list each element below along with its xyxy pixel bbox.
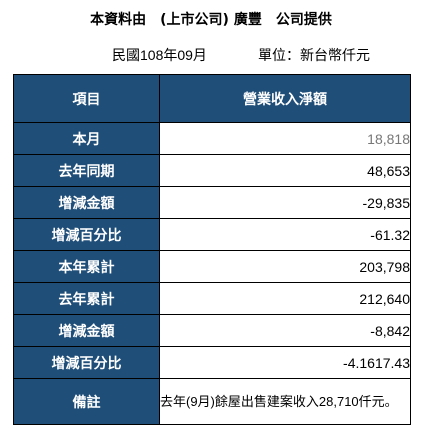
row-label-monthly-change-amount: 增減金額 bbox=[13, 186, 160, 219]
table-row-remarks: 備註 去年(9月)餘屋出售建案收入28,710仟元。 bbox=[13, 378, 411, 425]
row-label-last-year-same-period: 去年同期 bbox=[13, 154, 160, 187]
row-value-last-year-same-period: 48,653 bbox=[159, 154, 411, 187]
row-label-last-year-ytd: 去年累計 bbox=[13, 282, 160, 315]
table-row: 本月 18,818 bbox=[13, 122, 411, 155]
remarks-text: 去年(9月)餘屋出售建案收入28,710仟元。 bbox=[159, 378, 411, 425]
table-row: 增減百分比 -4.1617.43 bbox=[13, 346, 411, 379]
row-value-last-year-ytd: 212,640 bbox=[159, 282, 411, 315]
row-label-monthly-change-percent: 增減百分比 bbox=[13, 218, 160, 251]
row-value-ytd-change-amount: -8,842 bbox=[159, 314, 411, 347]
table-row: 增減金額 -29,835 bbox=[13, 186, 411, 219]
row-label-ytd: 本年累計 bbox=[13, 250, 160, 283]
column-header-item: 項目 bbox=[13, 74, 160, 123]
table-row: 本年累計 203,798 bbox=[13, 250, 411, 283]
row-value-ytd: 203,798 bbox=[159, 250, 411, 283]
row-label-this-month: 本月 bbox=[13, 122, 160, 155]
row-label-ytd-change-percent: 增減百分比 bbox=[13, 346, 160, 379]
table-row: 去年累計 212,640 bbox=[13, 282, 411, 315]
table-row: 去年同期 48,653 bbox=[13, 154, 411, 187]
revenue-table: 項目 營業收入淨額 本月 18,818 去年同期 48,653 增減金額 -29… bbox=[13, 74, 411, 425]
report-period: 民國108年09月 bbox=[112, 47, 207, 63]
row-label-ytd-change-amount: 增減金額 bbox=[13, 314, 160, 347]
currency-unit: 單位：新台幣仟元 bbox=[258, 47, 370, 63]
table-row: 增減金額 -8,842 bbox=[13, 314, 411, 347]
remarks-label: 備註 bbox=[13, 378, 160, 425]
table-header-row: 項目 營業收入淨額 bbox=[13, 74, 411, 123]
report-subheader: 民國108年09月 單位：新台幣仟元 bbox=[0, 44, 422, 66]
row-value-monthly-change-percent: -61.32 bbox=[159, 218, 411, 251]
row-value-ytd-change-percent: -4.1617.43 bbox=[159, 346, 411, 379]
row-value-this-month: 18,818 bbox=[159, 122, 411, 155]
table-row: 增減百分比 -61.32 bbox=[13, 218, 411, 251]
row-value-monthly-change-amount: -29,835 bbox=[159, 186, 411, 219]
report-title: 本資料由 (上市公司) 廣豐 公司提供 bbox=[90, 12, 332, 28]
column-header-revenue: 營業收入淨額 bbox=[159, 74, 411, 123]
